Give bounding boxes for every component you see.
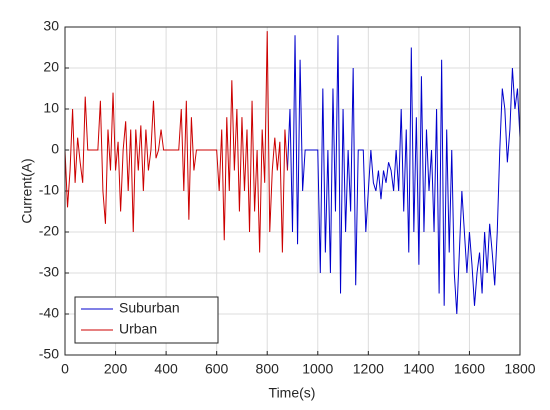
y-tick-label: 0 bbox=[51, 141, 59, 157]
y-tick-label: 20 bbox=[43, 59, 59, 75]
y-tick-label: 30 bbox=[43, 18, 59, 34]
x-axis-label: Time(s) bbox=[269, 385, 316, 401]
y-axis-label: Current(A) bbox=[19, 158, 35, 223]
x-tick-label: 800 bbox=[256, 361, 280, 377]
y-tick-label: -20 bbox=[39, 223, 59, 239]
legend-box bbox=[74, 296, 219, 344]
x-tick-label: 400 bbox=[154, 361, 178, 377]
x-tick-label: 1200 bbox=[353, 361, 384, 377]
x-tick-label: 1000 bbox=[302, 361, 333, 377]
y-tick-label: 10 bbox=[43, 100, 59, 116]
y-tick-label: -50 bbox=[39, 346, 59, 362]
line-series bbox=[286, 35, 521, 315]
x-tick-label: 1400 bbox=[403, 361, 434, 377]
x-tick-label: 1800 bbox=[504, 361, 535, 377]
legend-label: Urban bbox=[119, 321, 157, 337]
x-tick-label: 200 bbox=[104, 361, 128, 377]
y-tick-label: -30 bbox=[39, 264, 59, 280]
y-tick-label: -10 bbox=[39, 182, 59, 198]
x-tick-label: 600 bbox=[205, 361, 229, 377]
y-tick-label: -40 bbox=[39, 305, 59, 321]
axes-box bbox=[64, 26, 521, 356]
x-tick-label: 0 bbox=[61, 361, 69, 377]
legend-label: Suburban bbox=[119, 300, 180, 316]
line-series bbox=[64, 31, 288, 253]
x-tick-label: 1600 bbox=[454, 361, 485, 377]
